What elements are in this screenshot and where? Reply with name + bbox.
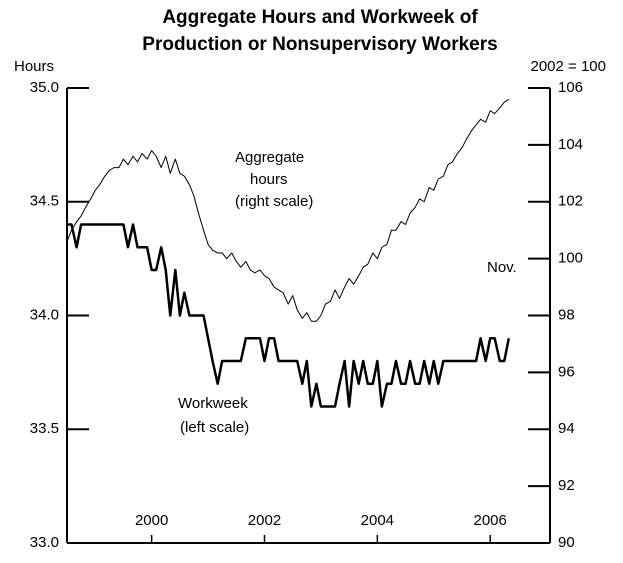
y-axis-label: Hours	[14, 58, 54, 75]
x-tick-label: 2006	[474, 512, 507, 529]
data-line	[66, 98, 510, 322]
chart-title: Aggregate Hours and Workweek of	[162, 7, 478, 28]
y2-tick-label: 106	[558, 79, 583, 96]
y-tick-label: 35.0	[30, 79, 59, 96]
y2-tick-label: 94	[558, 420, 575, 437]
annotation: Nov.	[487, 259, 517, 276]
y-tick-label: 33.5	[30, 420, 59, 437]
x-tick-label: 2000	[135, 512, 168, 529]
y2-tick-label: 96	[558, 363, 575, 380]
annotation: (right scale)	[235, 193, 313, 210]
chart-title: Production or Nonsupervisory Workers	[142, 34, 497, 55]
y2-tick-label: 100	[558, 250, 583, 267]
annotation: Aggregate	[235, 149, 304, 166]
x-tick-label: 2004	[361, 512, 394, 529]
y-tick-label: 34.0	[30, 306, 59, 323]
annotation: (left scale)	[180, 419, 249, 436]
annotation: Workweek	[178, 395, 248, 412]
y2-tick-label: 104	[558, 136, 583, 153]
y-tick-label: 34.5	[30, 193, 59, 210]
y2-tick-label: 90	[558, 534, 575, 551]
data-line	[67, 223, 511, 408]
x-tick-label: 2002	[248, 512, 281, 529]
y2-tick-label: 92	[558, 477, 575, 494]
y2-axis-label: 2002 = 100	[531, 58, 607, 75]
y2-tick-label: 102	[558, 193, 583, 210]
y2-tick-label: 98	[558, 306, 575, 323]
annotation: hours	[250, 171, 288, 188]
y-tick-label: 33.0	[30, 534, 59, 551]
